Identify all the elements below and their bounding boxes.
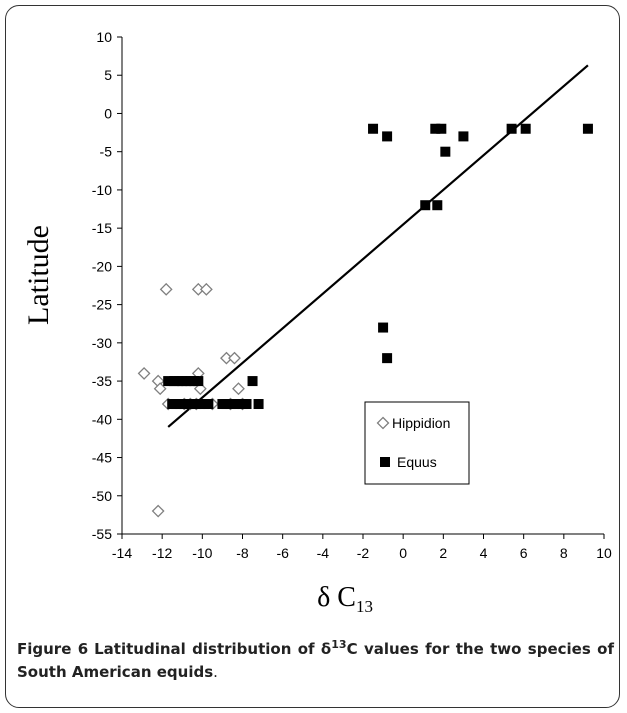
figure-caption: Figure 6 Latitudinal distribution of δ13… [17, 633, 614, 684]
x-tick-label: -8 [236, 545, 249, 561]
hippidion-point [199, 282, 213, 296]
x-axis-title-main: δ C [317, 582, 356, 613]
legend-equus-label: Equus [397, 454, 437, 470]
legend-equus-marker [380, 457, 390, 467]
legend-hippidion-label: Hippidion [392, 415, 450, 431]
x-tick-label: 8 [560, 545, 568, 561]
hippidion-point [151, 504, 165, 518]
equus-point [247, 376, 258, 387]
equus-point [163, 376, 174, 387]
y-tick-label: -50 [92, 488, 112, 504]
caption-title-part1: Latitudinal distribution of δ [94, 640, 332, 658]
equus-point [382, 131, 393, 142]
y-tick-label: -45 [92, 450, 112, 466]
trendline [167, 64, 589, 428]
equus-point [458, 131, 469, 142]
x-tick-label: -4 [317, 545, 330, 561]
x-axis-title: δ C13 [317, 582, 373, 616]
x-axis-title-subscript: 13 [356, 597, 373, 616]
hippidion-point [137, 367, 151, 380]
y-tick-label: -15 [92, 220, 112, 236]
x-tick-label: 0 [399, 545, 407, 561]
x-tick-label: 10 [596, 545, 612, 561]
y-tick-label: 5 [104, 67, 112, 83]
equus-point [253, 399, 264, 410]
caption-title-part2: C values for the two species of South Am… [17, 640, 614, 681]
caption-label: Figure 6 [17, 640, 89, 658]
hippidion-point [153, 382, 167, 396]
legend-hippidion-marker [376, 416, 390, 430]
x-tick-label: -10 [192, 545, 212, 561]
y-axis-title: Latitude [22, 225, 55, 325]
equus-point [203, 399, 214, 410]
chart-axes: 1050-5-10-15-20-25-30-35-40-45-50-55-14-… [92, 29, 612, 561]
y-tick-label: -20 [92, 258, 112, 274]
hippidion-point [159, 282, 173, 296]
equus-point [378, 322, 389, 333]
y-tick-label: -10 [92, 182, 112, 198]
x-tick-label: -14 [112, 545, 132, 561]
y-tick-label: 10 [96, 29, 112, 45]
x-tick-label: 2 [439, 545, 447, 561]
data-points-layer [137, 123, 593, 518]
hippidion-point [228, 351, 241, 365]
equus-point [432, 200, 443, 211]
equus-point [420, 200, 431, 211]
hippidion-point [232, 382, 245, 396]
x-tick-label: 4 [480, 545, 488, 561]
equus-point [241, 399, 252, 410]
scatter-chart: 1050-5-10-15-20-25-30-35-40-45-50-55-14-… [22, 29, 612, 616]
y-tick-label: -55 [92, 526, 112, 542]
equus-point [436, 123, 447, 134]
y-tick-label: -30 [92, 335, 112, 351]
equus-point [520, 123, 531, 134]
equus-point [430, 123, 441, 134]
y-tick-label: -35 [92, 373, 112, 389]
equus-point [506, 123, 517, 134]
x-tick-label: -6 [276, 545, 289, 561]
legend-box [364, 401, 470, 485]
y-tick-label: -40 [92, 411, 112, 427]
x-tick-label: -2 [357, 545, 370, 561]
x-tick-label: 6 [520, 545, 528, 561]
y-tick-label: -25 [92, 297, 112, 313]
x-tick-label: -12 [152, 545, 172, 561]
equus-point [440, 146, 451, 157]
y-tick-label: 0 [104, 105, 112, 121]
caption-title-sup: 13 [331, 638, 347, 651]
figure-frame [5, 5, 620, 708]
equus-point [368, 123, 379, 134]
equus-point [582, 123, 593, 134]
caption-title-end: . [213, 663, 218, 681]
trendline-layer [167, 64, 589, 428]
equus-point [382, 353, 393, 364]
y-tick-label: -5 [100, 144, 113, 160]
equus-point [193, 376, 204, 387]
legend: Hippidion Equus [364, 401, 470, 485]
